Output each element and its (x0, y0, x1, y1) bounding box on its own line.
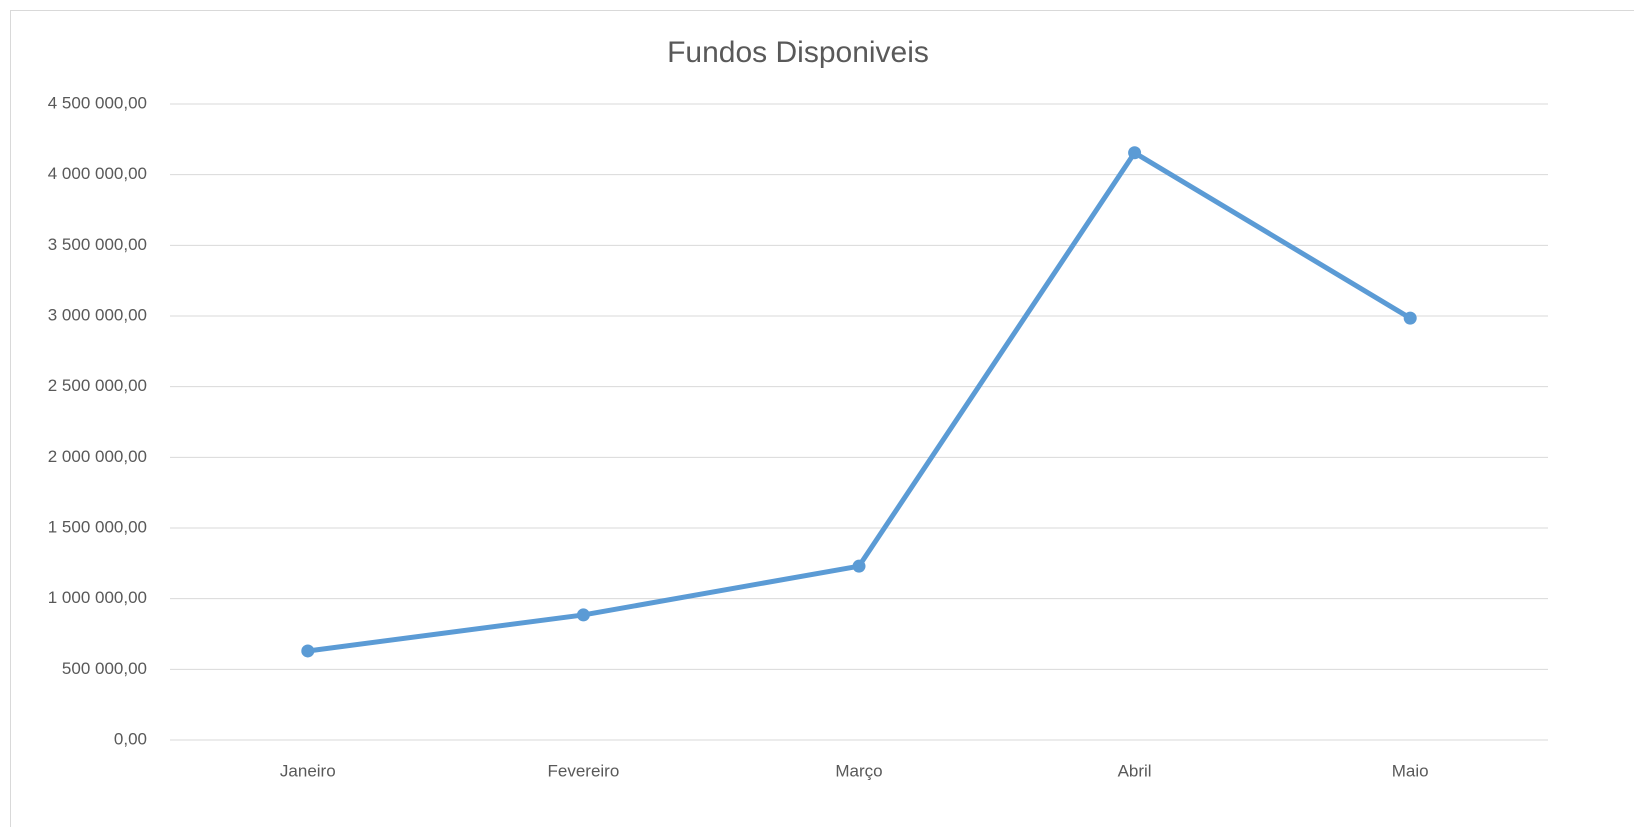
y-tick-label: 1 000 000,00 (48, 588, 147, 607)
data-point (301, 644, 315, 658)
data-point (1128, 146, 1142, 160)
y-tick-label: 2 500 000,00 (48, 376, 147, 395)
y-tick-label: 4 000 000,00 (48, 164, 147, 183)
x-tick-label: Fevereiro (547, 761, 619, 780)
y-tick-label: 0,00 (114, 729, 147, 748)
y-tick-label: 3 000 000,00 (48, 305, 147, 324)
x-tick-label: Maio (1392, 761, 1429, 780)
y-tick-label: 500 000,00 (62, 659, 147, 678)
chart-area (10, 10, 1634, 827)
x-tick-label: Março (835, 761, 882, 780)
y-tick-label: 3 500 000,00 (48, 235, 147, 254)
data-point (852, 559, 866, 573)
data-point (1403, 311, 1417, 325)
x-tick-label: Abril (1118, 761, 1152, 780)
x-tick-label: Janeiro (280, 761, 336, 780)
y-tick-label: 1 500 000,00 (48, 517, 147, 536)
y-tick-label: 2 000 000,00 (48, 447, 147, 466)
chart-title: Fundos Disponiveis (667, 36, 929, 69)
y-tick-label: 4 500 000,00 (48, 93, 147, 112)
data-point (576, 608, 590, 622)
